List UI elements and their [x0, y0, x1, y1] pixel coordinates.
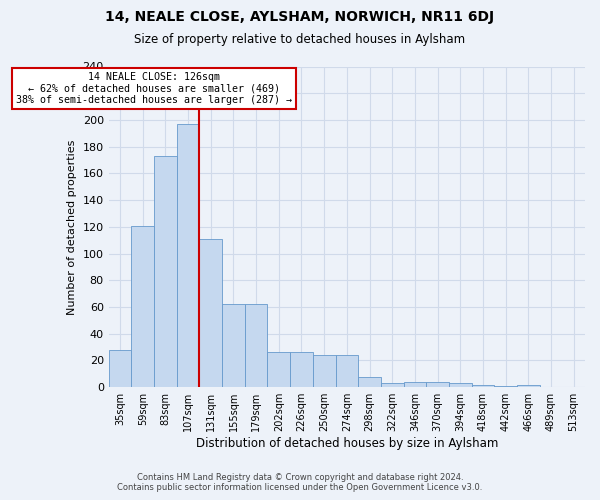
Bar [313, 355, 335, 387]
Bar [404, 382, 426, 387]
Y-axis label: Number of detached properties: Number of detached properties [67, 139, 77, 314]
Text: 14 NEALE CLOSE: 126sqm
← 62% of detached houses are smaller (469)
38% of semi-de: 14 NEALE CLOSE: 126sqm ← 62% of detached… [16, 72, 292, 105]
Bar [199, 239, 222, 387]
Bar [154, 156, 177, 387]
Bar [472, 384, 494, 387]
Text: Contains HM Land Registry data © Crown copyright and database right 2024.
Contai: Contains HM Land Registry data © Crown c… [118, 473, 482, 492]
Bar [358, 376, 381, 387]
X-axis label: Distribution of detached houses by size in Aylsham: Distribution of detached houses by size … [196, 437, 498, 450]
Bar [381, 383, 404, 387]
Text: 14, NEALE CLOSE, AYLSHAM, NORWICH, NR11 6DJ: 14, NEALE CLOSE, AYLSHAM, NORWICH, NR11 … [106, 10, 494, 24]
Bar [268, 352, 290, 387]
Bar [494, 386, 517, 387]
Bar [426, 382, 449, 387]
Bar [290, 352, 313, 387]
Bar [222, 304, 245, 387]
Bar [517, 384, 539, 387]
Bar [335, 355, 358, 387]
Bar [131, 226, 154, 387]
Bar [245, 304, 268, 387]
Text: Size of property relative to detached houses in Aylsham: Size of property relative to detached ho… [134, 32, 466, 46]
Bar [177, 124, 199, 387]
Bar [109, 350, 131, 387]
Bar [449, 383, 472, 387]
